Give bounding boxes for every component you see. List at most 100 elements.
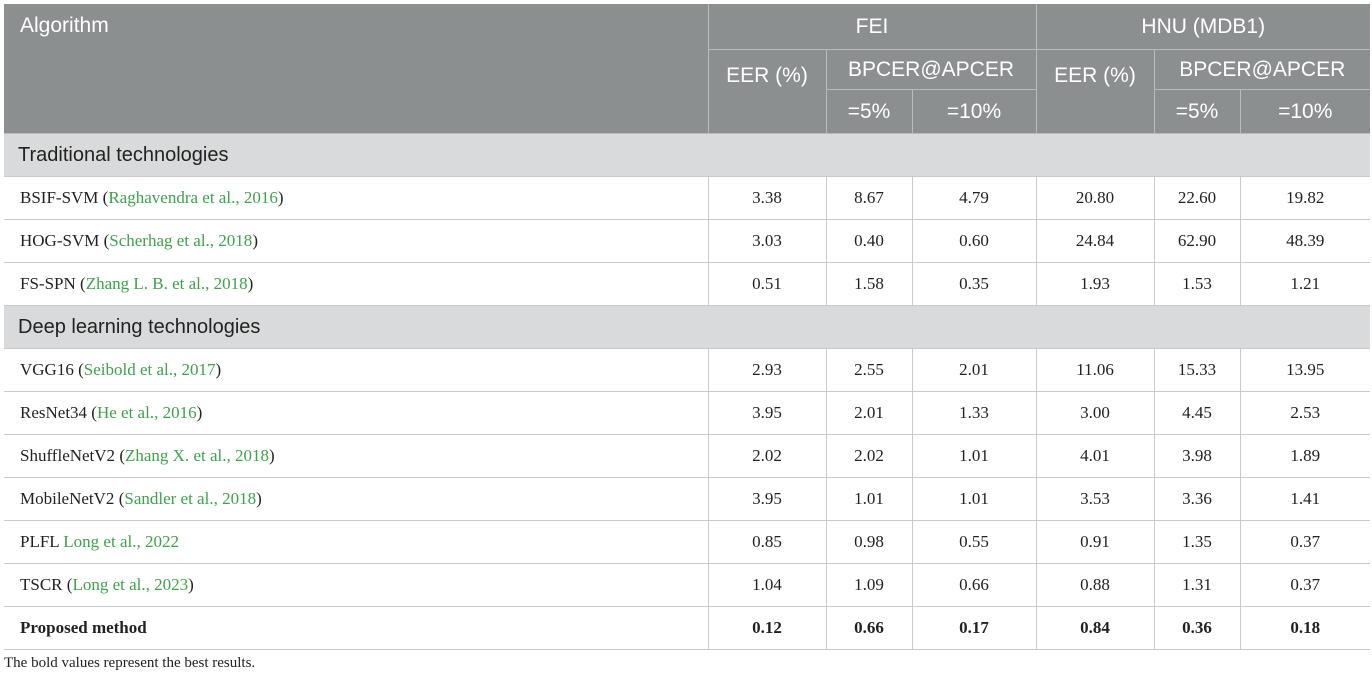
table-row: PLFL Long et al., 2022 0.85 0.98 0.55 0.91 1.…: [4, 520, 1371, 564]
hnu-bpcer5-cell: 1.31: [1153, 563, 1241, 607]
algorithm-header: Algorithm: [4, 4, 709, 134]
hnu-eer-header: EER (%): [1035, 49, 1155, 134]
ref-close: ): [196, 403, 203, 422]
algorithm-cell: Proposed method: [4, 606, 709, 650]
table-header: Algorithm FEI HNU (MDB1) EER (%) BPCER@A…: [4, 4, 1371, 134]
hnu-eer-cell: 24.84: [1035, 219, 1155, 263]
table-body: Traditional technologies BSIF-SVM (Raghav…: [4, 133, 1371, 650]
fei-bpcer5-cell: 1.58: [825, 262, 913, 306]
citation-link[interactable]: Raghavendra et al., 2016: [108, 188, 278, 207]
fei-bpcer5-cell: 2.01: [825, 391, 913, 435]
citation-link[interactable]: Zhang X. et al., 2018: [124, 446, 269, 465]
table-row: FS-SPN (Zhang L. B. et al., 2018) 0.51 1.5…: [4, 262, 1371, 306]
algorithm-cell: PLFL Long et al., 2022: [4, 520, 709, 564]
algorithm-cell: VGG16 (Seibold et al., 2017): [4, 348, 709, 392]
citation-link[interactable]: Long et al., 2022: [63, 532, 179, 551]
hnu-bpcer10-cell: 19.82: [1239, 176, 1371, 220]
table-row: ShuffleNetV2 (Zhang X. et al., 2018) 2.02…: [4, 434, 1371, 478]
hnu-bpcer5-cell: 4.45: [1153, 391, 1241, 435]
fei-bpcer10-cell: 1.01: [911, 434, 1037, 478]
hnu-apcer5-header: =5%: [1153, 89, 1241, 134]
hnu-bpcer-header: BPCER@APCER: [1153, 49, 1371, 90]
fei-eer-cell: 2.02: [707, 434, 827, 478]
fei-bpcer5-cell: 2.02: [825, 434, 913, 478]
fei-eer-cell: 0.51: [707, 262, 827, 306]
algorithm-name: BSIF-SVM: [20, 188, 99, 207]
table-row: BSIF-SVM (Raghavendra et al., 2016) 3.38 8…: [4, 176, 1371, 220]
citation-link[interactable]: Scherhag et al., 2018: [109, 231, 253, 250]
hnu-bpcer5-cell: 3.98: [1153, 434, 1241, 478]
algorithm-name: VGG16: [20, 360, 74, 379]
citation-link[interactable]: Seibold et al., 2017: [83, 360, 216, 379]
citation-link[interactable]: He et al., 2016: [96, 403, 197, 422]
hnu-bpcer10-cell: 0.37: [1239, 563, 1371, 607]
hnu-eer-cell: 0.88: [1035, 563, 1155, 607]
hnu-eer-cell: 1.93: [1035, 262, 1155, 306]
ref-close: ): [256, 489, 262, 508]
ref-open: (: [62, 575, 73, 594]
fei-eer-cell: 3.95: [707, 477, 827, 521]
algorithm-name: HOG-SVM: [20, 231, 100, 250]
hnu-bpcer5-cell: 1.53: [1153, 262, 1241, 306]
ref-close: ): [277, 188, 284, 207]
hnu-bpcer5-cell: 22.60: [1153, 176, 1241, 220]
results-table: Algorithm FEI HNU (MDB1) EER (%) BPCER@A…: [4, 4, 1371, 650]
hnu-bpcer10-cell: 1.41: [1239, 477, 1371, 521]
hnu-eer-cell: 3.53: [1035, 477, 1155, 521]
fei-eer-cell: 3.03: [707, 219, 827, 263]
hnu-eer-cell: 3.00: [1035, 391, 1155, 435]
fei-bpcer5-cell: 1.01: [825, 477, 913, 521]
fei-eer-cell: 3.95: [707, 391, 827, 435]
algorithm-name: FS-SPN: [20, 274, 76, 293]
fei-bpcer5-cell: 8.67: [825, 176, 913, 220]
algorithm-name: MobileNetV2: [20, 489, 115, 508]
section-row: Deep learning technologies: [4, 305, 1371, 349]
hnu-eer-cell: 4.01: [1035, 434, 1155, 478]
fei-eer-cell: 3.38: [707, 176, 827, 220]
hnu-bpcer10-cell: 13.95: [1239, 348, 1371, 392]
table-row: MobileNetV2 (Sandler et al., 2018) 3.95 1.…: [4, 477, 1371, 521]
fei-eer-header: EER (%): [707, 49, 827, 134]
fei-eer-cell: 0.85: [707, 520, 827, 564]
hnu-bpcer10-cell: 0.37: [1239, 520, 1371, 564]
fei-bpcer5-cell: 2.55: [825, 348, 913, 392]
algorithm-cell: ResNet34 (He et al., 2016): [4, 391, 709, 435]
ref-open: (: [98, 188, 109, 207]
fei-eer-cell: 1.04: [707, 563, 827, 607]
hnu-bpcer5-cell: 62.90: [1153, 219, 1241, 263]
table-row: TSCR (Long et al., 2023) 1.04 1.09 0.66 0.88…: [4, 563, 1371, 607]
hnu-bpcer5-cell: 3.36: [1153, 477, 1241, 521]
hnu-bpcer10-cell: 2.53: [1239, 391, 1371, 435]
ref-open: (: [73, 360, 84, 379]
algorithm-cell: HOG-SVM (Scherhag et al., 2018): [4, 219, 709, 263]
algorithm-cell: ShuffleNetV2 (Zhang X. et al., 2018): [4, 434, 709, 478]
hnu-bpcer5-cell: 1.35: [1153, 520, 1241, 564]
ref-open: (: [114, 489, 125, 508]
fei-apcer5-header: =5%: [825, 89, 913, 134]
table-row: Proposed method 0.12 0.66 0.17 0.84 0.36 0.18: [4, 606, 1371, 650]
algorithm-name: ResNet34: [20, 403, 88, 422]
algorithm-name: TSCR: [20, 575, 63, 594]
ref-open: (: [115, 446, 125, 465]
hnu-bpcer10-cell: 48.39: [1239, 219, 1371, 263]
citation-link[interactable]: Zhang L. B. et al., 2018: [85, 274, 248, 293]
fei-bpcer5-cell: 0.98: [825, 520, 913, 564]
citation-link[interactable]: Sandler et al., 2018: [124, 489, 257, 508]
table-row: ResNet34 (He et al., 2016) 3.95 2.01 1.33 3.…: [4, 391, 1371, 435]
algorithm-cell: TSCR (Long et al., 2023): [4, 563, 709, 607]
algorithm-cell: MobileNetV2 (Sandler et al., 2018): [4, 477, 709, 521]
fei-eer-cell: 2.93: [707, 348, 827, 392]
hnu-bpcer10-cell: 1.89: [1239, 434, 1371, 478]
fei-bpcer10-cell: 0.17: [911, 606, 1037, 650]
fei-bpcer5-cell: 0.40: [825, 219, 913, 263]
hnu-bpcer10-cell: 1.21: [1239, 262, 1371, 306]
fei-bpcer5-cell: 1.09: [825, 563, 913, 607]
ref-open: (: [99, 231, 110, 250]
citation-link[interactable]: Long et al., 2023: [72, 575, 189, 594]
ref-close: ): [247, 274, 254, 293]
fei-bpcer10-cell: 0.55: [911, 520, 1037, 564]
ref-open: (: [75, 274, 86, 293]
fei-bpcer10-cell: 2.01: [911, 348, 1037, 392]
hnu-eer-cell: 20.80: [1035, 176, 1155, 220]
hnu-eer-cell: 0.91: [1035, 520, 1155, 564]
